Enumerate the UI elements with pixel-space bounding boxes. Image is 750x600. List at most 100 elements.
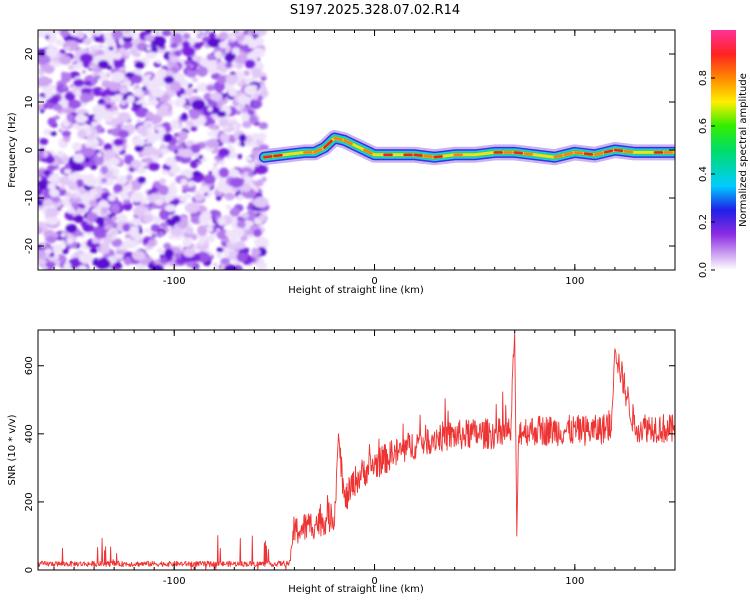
noise-blob	[210, 129, 219, 137]
noise-blob	[145, 51, 157, 60]
noise-blob	[47, 164, 56, 172]
noise-blob	[77, 231, 84, 237]
noise-blob	[99, 44, 104, 49]
noise-blob	[193, 88, 198, 93]
noise-blob	[62, 248, 69, 255]
noise-blob	[81, 69, 87, 74]
noise-blob	[100, 91, 108, 98]
noise-blob	[132, 51, 141, 58]
track-core-red	[563, 151, 574, 157]
noise-blob	[130, 192, 139, 199]
noise-blob	[44, 91, 54, 99]
noise-blob	[173, 98, 185, 108]
noise-blob	[68, 257, 83, 268]
noise-blob	[140, 145, 157, 157]
noise-blob	[53, 115, 60, 120]
noise-blob	[254, 236, 269, 247]
noise-blob	[50, 131, 57, 136]
noise-blob	[240, 140, 246, 147]
noise-blob	[221, 71, 227, 76]
noise-blob	[156, 247, 163, 254]
noise-blob	[251, 47, 265, 58]
noise-blob	[254, 30, 267, 37]
noise-blob	[156, 106, 169, 118]
noise-blob	[217, 74, 227, 85]
noise-blob	[46, 215, 59, 226]
noise-blob	[151, 233, 157, 238]
noise-blob	[252, 99, 263, 109]
noise-blob	[128, 167, 135, 172]
noise-blob	[178, 130, 188, 141]
spectrogram-ytick-label: -10	[24, 190, 35, 206]
noise-blob	[247, 30, 253, 36]
noise-blob	[159, 178, 167, 185]
noise-blob	[236, 110, 242, 115]
noise-blob	[93, 36, 100, 42]
noise-blob	[118, 47, 127, 55]
noise-blob	[112, 110, 120, 116]
noise-blob	[38, 30, 46, 38]
noise-blob	[209, 92, 223, 102]
noise-blob	[188, 63, 195, 69]
noise-blob	[261, 176, 267, 182]
noise-blob	[216, 183, 230, 193]
noise-blob	[145, 30, 152, 34]
noise-blob	[44, 47, 59, 57]
noise-blob	[184, 193, 192, 199]
noise-blob	[60, 232, 66, 238]
noise-blob	[248, 171, 254, 178]
noise-blob	[238, 133, 247, 142]
noise-blob	[172, 198, 181, 205]
noise-blob	[97, 60, 109, 69]
track-core-red	[583, 152, 594, 156]
snr-ticks: -100 0 100 0 200 400 600	[24, 330, 676, 587]
snr-xtick-label: 100	[565, 576, 584, 587]
noise-blob	[158, 231, 165, 237]
snr-line	[38, 331, 675, 570]
noise-blob	[185, 87, 194, 96]
noise-blob	[148, 162, 160, 171]
noise-blob	[69, 83, 75, 89]
signal-track	[256, 130, 675, 166]
noise-blob	[111, 216, 118, 222]
noise-blob	[164, 204, 177, 213]
noise-blob	[185, 125, 191, 130]
noise-blob	[105, 51, 115, 60]
noise-blob	[156, 68, 168, 79]
noise-blob	[42, 198, 54, 207]
noise-blob	[119, 86, 129, 94]
noise-blob	[120, 193, 130, 201]
spectrogram-ytick-label: -20	[24, 238, 35, 254]
noise-blob	[47, 117, 57, 127]
colorbar-tick-label: 0.8	[698, 70, 709, 86]
noise-blob	[84, 176, 98, 187]
noise-blob	[177, 144, 185, 151]
noise-blob	[115, 175, 128, 185]
noise-blob	[169, 55, 180, 63]
noise-blob	[211, 124, 220, 131]
noise-blob	[218, 41, 228, 49]
noise-blob	[143, 227, 150, 234]
noise-blob	[161, 30, 172, 37]
noise-blob	[189, 108, 200, 120]
noise-blob	[198, 238, 205, 246]
noise-blob	[214, 50, 223, 59]
noise-blob	[43, 169, 50, 176]
noise-blob	[158, 185, 169, 196]
noise-blob	[250, 133, 261, 140]
noise-blob	[113, 138, 124, 147]
noise-blob	[65, 223, 77, 234]
noise-blob	[213, 265, 219, 270]
noise-blob	[168, 165, 181, 174]
snr-xtick-label: 0	[371, 576, 377, 587]
spectrogram-xtick-label: 0	[371, 276, 377, 287]
noise-blob	[64, 92, 76, 101]
noise-blob	[196, 33, 203, 39]
noise-blob	[132, 137, 142, 146]
noise-blob	[115, 253, 124, 260]
noise-blob	[166, 143, 178, 152]
noise-blob	[184, 141, 191, 147]
noise-blob	[83, 37, 92, 46]
noise-blob	[170, 42, 178, 49]
spectrogram-ytick-label: 10	[24, 96, 35, 109]
